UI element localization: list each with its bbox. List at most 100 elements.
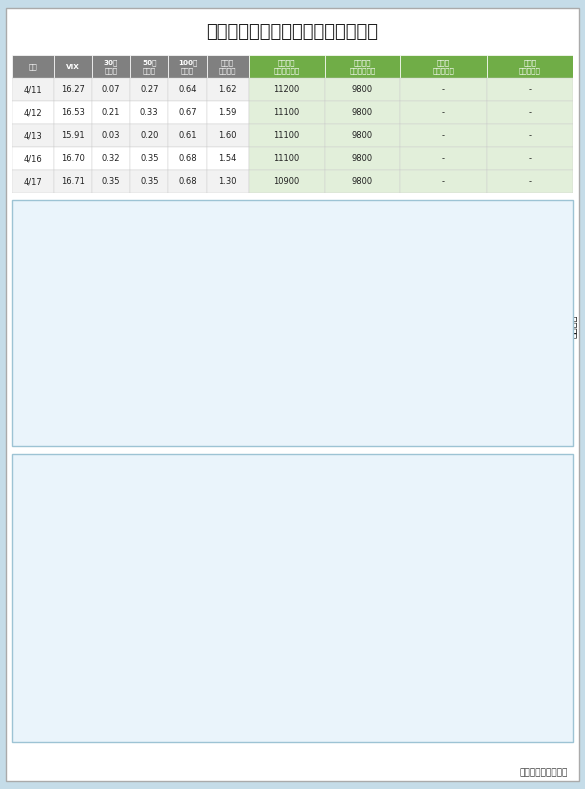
Bar [211,284,217,526]
Bar [173,596,178,742]
Text: 9800: 9800 [352,131,373,140]
Bar [400,55,487,78]
Text: 16.53: 16.53 [61,108,85,118]
Bar [477,343,482,526]
Bar [490,614,496,742]
Bar [415,316,421,526]
Bar [246,352,251,526]
Bar [504,675,510,742]
Bar [228,614,233,742]
Bar [269,596,275,742]
Bar [388,307,394,526]
Bar [62,638,68,742]
Bar [483,337,489,526]
Text: 1.62: 1.62 [218,85,237,94]
Bar [166,602,171,742]
Bar [152,669,157,742]
Bar [111,681,116,742]
Bar [381,327,387,526]
Bar [207,125,249,148]
Text: -: - [529,108,532,118]
Bar [311,633,316,742]
Text: 0.35: 0.35 [102,178,121,186]
Bar [92,55,130,78]
Bar [476,566,482,742]
Bar [470,341,476,526]
Bar [12,170,54,193]
Bar [177,303,183,526]
Text: 遠買權
最大履約值: 遠買權 最大履約值 [433,59,455,74]
Bar [97,690,102,742]
Bar [117,675,123,742]
Y-axis label: 加權指數: 加權指數 [567,315,577,338]
Bar [304,633,309,742]
Bar [368,324,374,526]
Bar [435,687,441,742]
Bar [463,614,469,742]
Bar [421,641,427,742]
Bar [266,383,271,526]
Text: 賣買權
未平倉比: 賣買權 未平倉比 [219,59,236,74]
Text: -: - [529,155,532,163]
Text: 0.61: 0.61 [178,131,197,140]
Bar [400,125,487,148]
Bar [12,125,54,148]
Bar [92,170,130,193]
Bar [249,55,325,78]
Bar [497,623,503,742]
Bar [408,315,414,526]
Bar [487,78,573,101]
Bar [130,148,168,170]
Bar [143,342,149,526]
Bar [130,125,168,148]
Text: 0.03: 0.03 [102,131,121,140]
Bar [470,620,476,742]
Text: 11100: 11100 [273,155,300,163]
Bar [280,334,285,526]
Bar [252,384,258,526]
Bar [395,305,401,526]
Bar [214,566,220,742]
Bar [327,348,333,526]
Bar [200,529,206,742]
Bar [487,101,573,124]
Bar [487,148,573,170]
Bar [137,320,143,526]
Text: 11100: 11100 [273,108,300,118]
Text: 0.27: 0.27 [140,85,159,94]
Text: 1.30: 1.30 [218,178,237,186]
Bar [92,148,130,170]
Bar [504,310,510,526]
Text: 0.32: 0.32 [102,155,121,163]
Bar [359,648,365,742]
Bar [54,55,92,78]
Bar [456,335,462,526]
Bar [325,101,400,124]
Bar [273,382,278,526]
Bar [249,125,325,148]
Bar [54,101,92,124]
Bar [207,101,249,124]
Bar [487,170,573,193]
Bar [487,55,573,78]
Bar [449,638,455,742]
Text: 0.68: 0.68 [178,178,197,186]
Bar [334,345,339,526]
Bar [394,638,400,742]
Bar [218,329,224,526]
Bar [54,148,92,170]
Bar [249,559,254,742]
Text: 9800: 9800 [352,155,373,163]
Text: 50日
百分位: 50日 百分位 [142,59,157,74]
Text: 11100: 11100 [273,131,300,140]
Bar [92,78,130,101]
Bar [205,326,211,526]
Bar [442,641,448,742]
Bar [180,581,185,742]
Bar [297,633,302,742]
Bar [483,569,489,742]
Bar [184,342,190,526]
Bar [400,170,487,193]
Bar [374,323,380,526]
Bar [193,535,199,742]
